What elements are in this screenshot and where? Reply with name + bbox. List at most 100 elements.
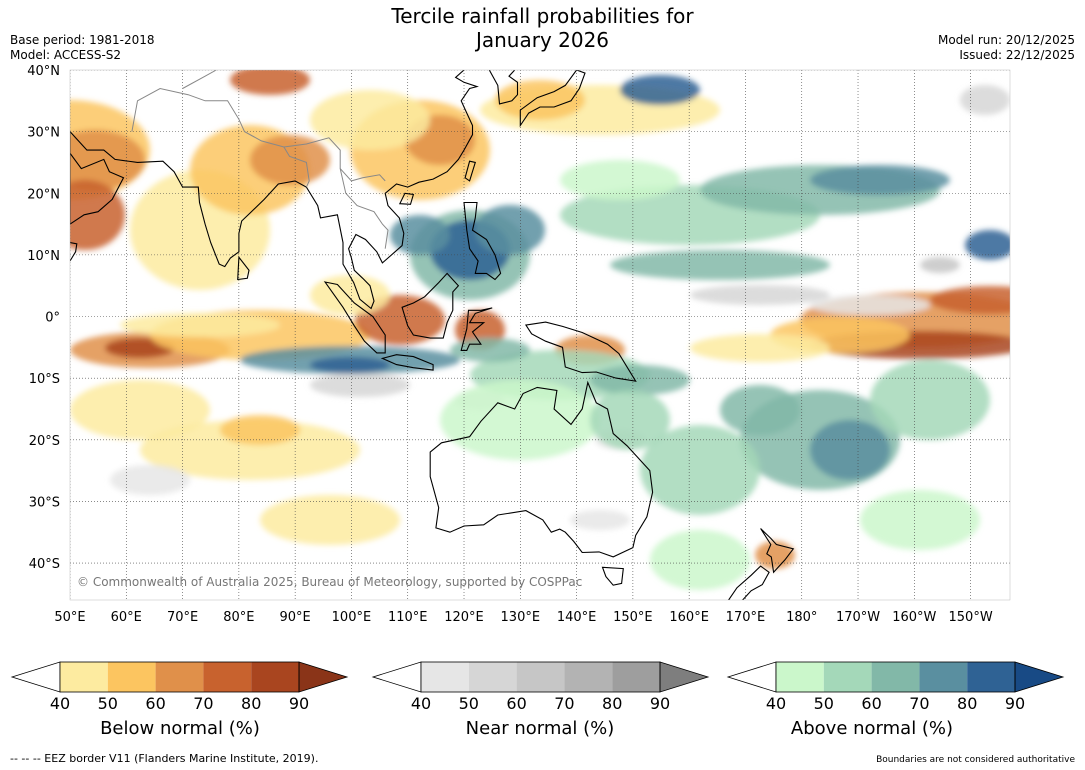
lat-label: 30°N (27, 126, 60, 141)
model-label: Model: ACCESS-S2 (10, 48, 122, 62)
colorbar-segment (776, 662, 824, 692)
lon-label: 160°W (892, 610, 936, 625)
boundary-disclaimer: Boundaries are not considered authoritat… (876, 755, 1075, 765)
colorbar-segment (60, 662, 108, 692)
probability-patch (120, 313, 280, 337)
colorbar-tick: 70 (909, 694, 929, 713)
colorbar-segment (919, 662, 968, 692)
lon-label: 100°E (332, 610, 372, 625)
colorbar-segment (421, 662, 469, 692)
colorbar-tick: 50 (459, 694, 479, 713)
korea-coastline (488, 70, 519, 105)
colorbar-segment (203, 662, 252, 692)
colorbar-segment (251, 662, 299, 692)
colorbar-tick: 40 (411, 694, 431, 713)
lon-label: 80°E (223, 610, 254, 625)
colorbar-tick: 90 (289, 694, 309, 713)
colorbar-segment (155, 662, 204, 692)
probability-patch (870, 360, 990, 440)
colorbar-tick: 50 (814, 694, 834, 713)
probability-patch (640, 425, 760, 515)
coastline (323, 281, 386, 354)
probability-patch (475, 205, 545, 255)
probability-patch (720, 385, 800, 435)
probability-patch (390, 215, 450, 255)
probability-patch (965, 230, 1010, 260)
legend-title-below: Below normal (%) (100, 718, 260, 739)
africa-coastline (70, 242, 78, 262)
colorbar-tick: 40 (50, 694, 70, 713)
probability-patch (570, 510, 630, 530)
colorbar-tick: 60 (506, 694, 526, 713)
graticule (70, 70, 1010, 600)
colorbar-segment (107, 662, 156, 692)
colorbar-tick: 90 (650, 694, 670, 713)
colorbar-tick: 80 (957, 694, 977, 713)
probability-patch (230, 70, 310, 95)
colorbar-tick: 70 (554, 694, 574, 713)
probability-patch (810, 165, 950, 195)
colorbar-tick: 60 (145, 694, 165, 713)
coastline (237, 255, 250, 281)
country-border (283, 146, 310, 188)
coastline (519, 70, 586, 128)
lat-label: 20°N (27, 187, 60, 202)
coastlines (70, 70, 795, 600)
probability-patch (620, 75, 700, 105)
colorbar-min-extend (371, 661, 422, 693)
probability-patch (810, 295, 930, 315)
lon-label: 130°E (501, 610, 541, 625)
coastline (601, 566, 624, 586)
probability-patch (140, 420, 360, 480)
lat-label: 40°N (27, 64, 60, 79)
coastline (460, 307, 493, 351)
eez-note: -- -- -- EEZ border V11 (Flanders Marine… (10, 752, 319, 765)
probability-patch (690, 285, 830, 305)
colorbar-tick: 60 (861, 694, 881, 713)
probability-patch (250, 135, 330, 185)
colorbar-min-extend (726, 661, 777, 693)
coastline (524, 321, 637, 382)
map-field (70, 70, 1010, 600)
coastline (464, 160, 477, 182)
colorbar-segment (823, 662, 872, 692)
lon-label: 60°E (111, 610, 142, 625)
coastline (463, 201, 502, 281)
probability-patch (70, 130, 145, 190)
latitude-labels: 40°N 30°N 20°N 10°N 0° 10°S 20°S 30°S 40°S (27, 64, 60, 572)
colorbar-segment (612, 662, 660, 692)
lon-label: 170°E (726, 610, 766, 625)
legends: 40 50 60 70 80 90 40 50 60 70 80 90 40 50 60 70 80 90 (10, 661, 1065, 713)
colorbar-tick: 70 (193, 694, 213, 713)
coastline (398, 192, 415, 205)
probability-patch (690, 334, 830, 362)
coastline (727, 565, 770, 600)
title-line-2: January 2026 (475, 28, 610, 52)
lat-label: 40°S (29, 557, 60, 572)
colorbar-max-extend (298, 661, 349, 693)
mainland-coastline (70, 70, 479, 310)
probability-patch (590, 390, 670, 450)
lon-label: 50°E (54, 610, 85, 625)
probability-patch (930, 286, 1010, 314)
probability-patch (610, 250, 830, 280)
model-info: Base period: 1981-2018 Model: ACCESS-S2 (10, 33, 155, 63)
lat-label: 10°N (27, 249, 60, 264)
run-info: Model run: 20/12/2025 Issued: 22/12/2025 (938, 33, 1075, 63)
colorbar-segment (468, 662, 517, 692)
probability-patch (110, 465, 190, 495)
probability-patch (650, 530, 750, 590)
legend-title-near: Near normal (%) (465, 718, 615, 739)
lon-label: 160°E (669, 610, 709, 625)
colorbar-tick: 80 (241, 694, 261, 713)
probability-patch (310, 275, 390, 315)
probability-patch (960, 85, 1010, 115)
lon-label: 150°W (949, 610, 993, 625)
lon-label: 70°E (167, 610, 198, 625)
colorbar-tick: 40 (766, 694, 786, 713)
coastline (760, 528, 795, 574)
colorbar-segment (871, 662, 920, 692)
probability-patch (590, 365, 690, 395)
colorbar-max-extend (1014, 661, 1065, 693)
coastline (401, 272, 460, 339)
